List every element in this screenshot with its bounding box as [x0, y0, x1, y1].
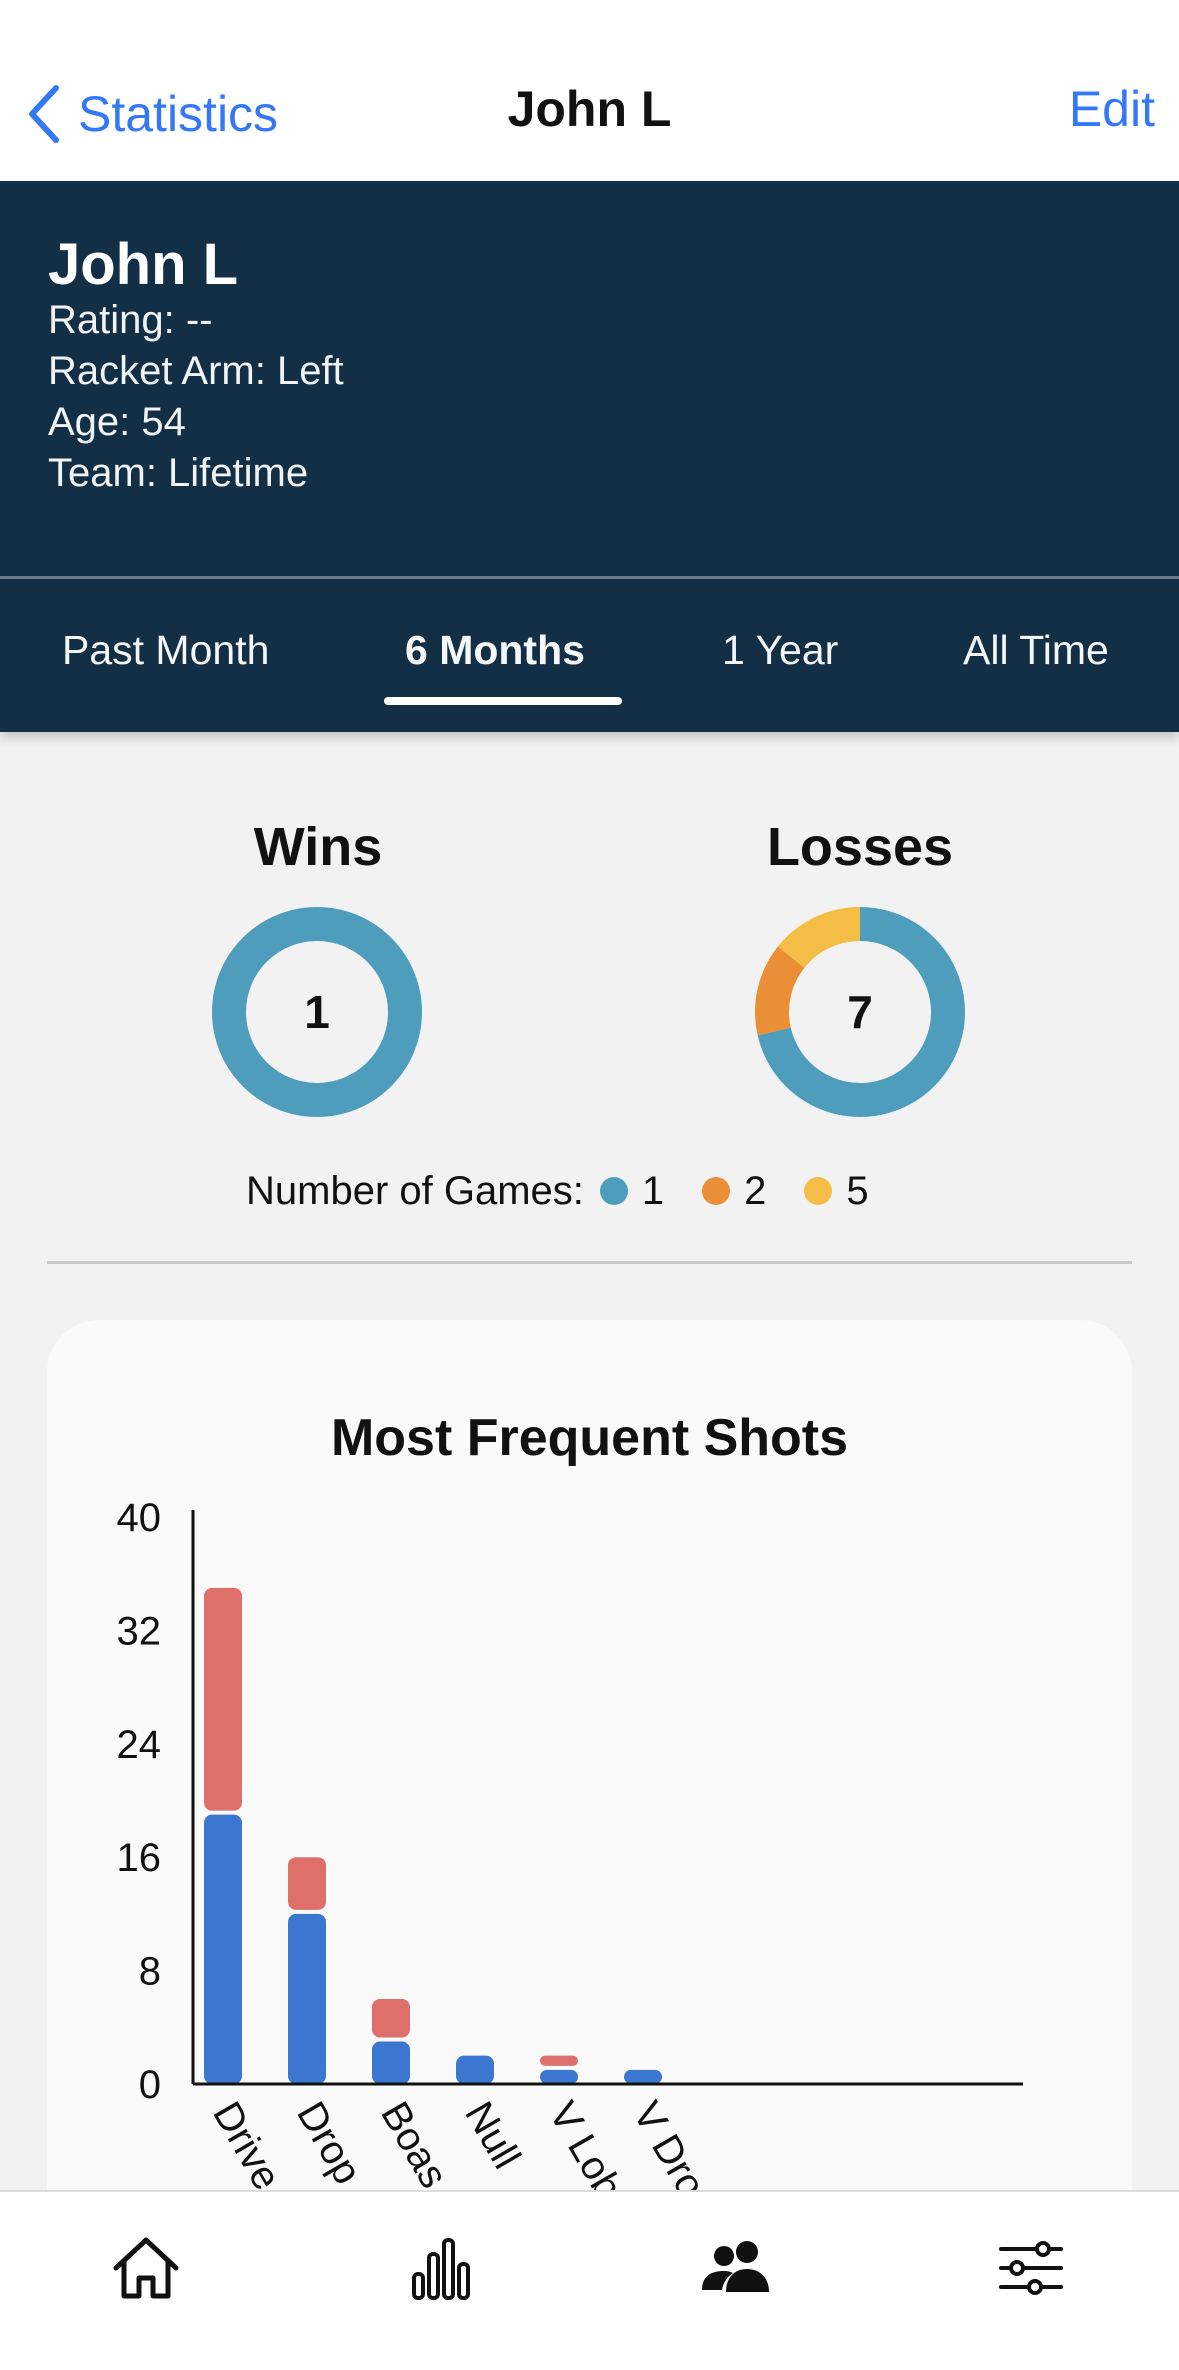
wins-count: 1	[304, 986, 330, 1038]
legend-dot-1	[599, 1177, 628, 1205]
active-tab-indicator	[384, 697, 622, 705]
games-legend: Number of Games: 1 2 5	[246, 1163, 891, 1219]
wins-title: Wins	[253, 817, 383, 877]
bar-v-lob-series-1	[540, 2069, 578, 2084]
tab-all-time[interactable]: All Time	[963, 627, 1109, 673]
bar-boast-series-1	[372, 2041, 410, 2084]
losses-segment-games-5	[777, 907, 861, 969]
home-icon[interactable]	[110, 2232, 182, 2304]
bar-null-series-1	[456, 2055, 494, 2084]
y-tick-label: 40	[117, 1496, 162, 1540]
legend-dot-5	[804, 1177, 833, 1205]
legend-label: Number of Games:	[246, 1168, 584, 1213]
bar-boast-series-2	[372, 1998, 410, 2038]
tab-past-month[interactable]: Past Month	[62, 627, 270, 673]
bar-v-lob-series-2	[540, 2055, 578, 2066]
header-divider	[0, 576, 1179, 579]
legend-value-2: 2	[744, 1168, 767, 1213]
sliders-icon[interactable]	[995, 2232, 1067, 2304]
people-icon[interactable]	[700, 2232, 772, 2304]
x-tick-label: Boas	[372, 2095, 456, 2196]
bar-chart-icon[interactable]	[405, 2232, 477, 2304]
losses-donut-chart	[755, 907, 965, 1117]
y-tick-label: 8	[139, 1950, 161, 1994]
bar-v-drop-series-1	[624, 2069, 662, 2084]
player-team: Team: Lifetime	[48, 451, 309, 495]
y-tick-label: 32	[117, 1609, 162, 1653]
time-range-tabs: Past Month 6 Months 1 Year All Time	[0, 579, 1179, 732]
x-tick-label: V Dro	[624, 2095, 713, 2206]
player-profile-header: John L Rating: -- Racket Arm: Left Age: …	[0, 181, 1179, 576]
bar-drop-series-1	[288, 1913, 326, 2084]
bar-drive-series-1	[204, 1814, 242, 2084]
wins-segment-games-1	[212, 907, 422, 1117]
player-rating: Rating: --	[48, 298, 213, 342]
chevron-left-icon	[29, 85, 59, 143]
legend-value-1: 1	[641, 1168, 665, 1213]
chart-title: Most Frequent Shots	[330, 1409, 849, 1467]
y-tick-label: 24	[117, 1723, 162, 1767]
losses-segment-games-1	[757, 907, 965, 1117]
losses-title: Losses	[766, 817, 954, 877]
y-tick-label: 16	[117, 1836, 162, 1880]
bar-drive-series-2	[204, 1587, 242, 1811]
x-tick-label: Drive	[204, 2095, 289, 2198]
navigation-bar: Statistics John L Edit	[0, 0, 1179, 181]
legend-value-5: 5	[846, 1168, 869, 1213]
edit-button[interactable]: Edit	[1068, 81, 1155, 137]
back-button-label: Statistics	[78, 86, 279, 142]
x-tick-label: Drop	[288, 2095, 369, 2192]
player-age: Age: 54	[48, 400, 186, 444]
y-tick-label: 0	[139, 2063, 161, 2107]
back-button[interactable]: Statistics	[24, 78, 278, 150]
bottom-tab-bar	[0, 2190, 1179, 2370]
losses-segment-games-2	[755, 946, 805, 1036]
bar-drop-series-2	[288, 1857, 326, 1910]
section-divider	[47, 1261, 1132, 1264]
tab-1-year[interactable]: 1 Year	[722, 627, 839, 673]
wins-donut-chart	[212, 907, 422, 1117]
player-name: John L	[48, 232, 239, 297]
legend-dot-2	[702, 1177, 731, 1205]
tab-6-months[interactable]: 6 Months	[405, 627, 585, 673]
player-racket-arm: Racket Arm: Left	[48, 349, 344, 393]
x-tick-label: Null	[456, 2095, 529, 2177]
losses-count: 7	[847, 986, 873, 1038]
